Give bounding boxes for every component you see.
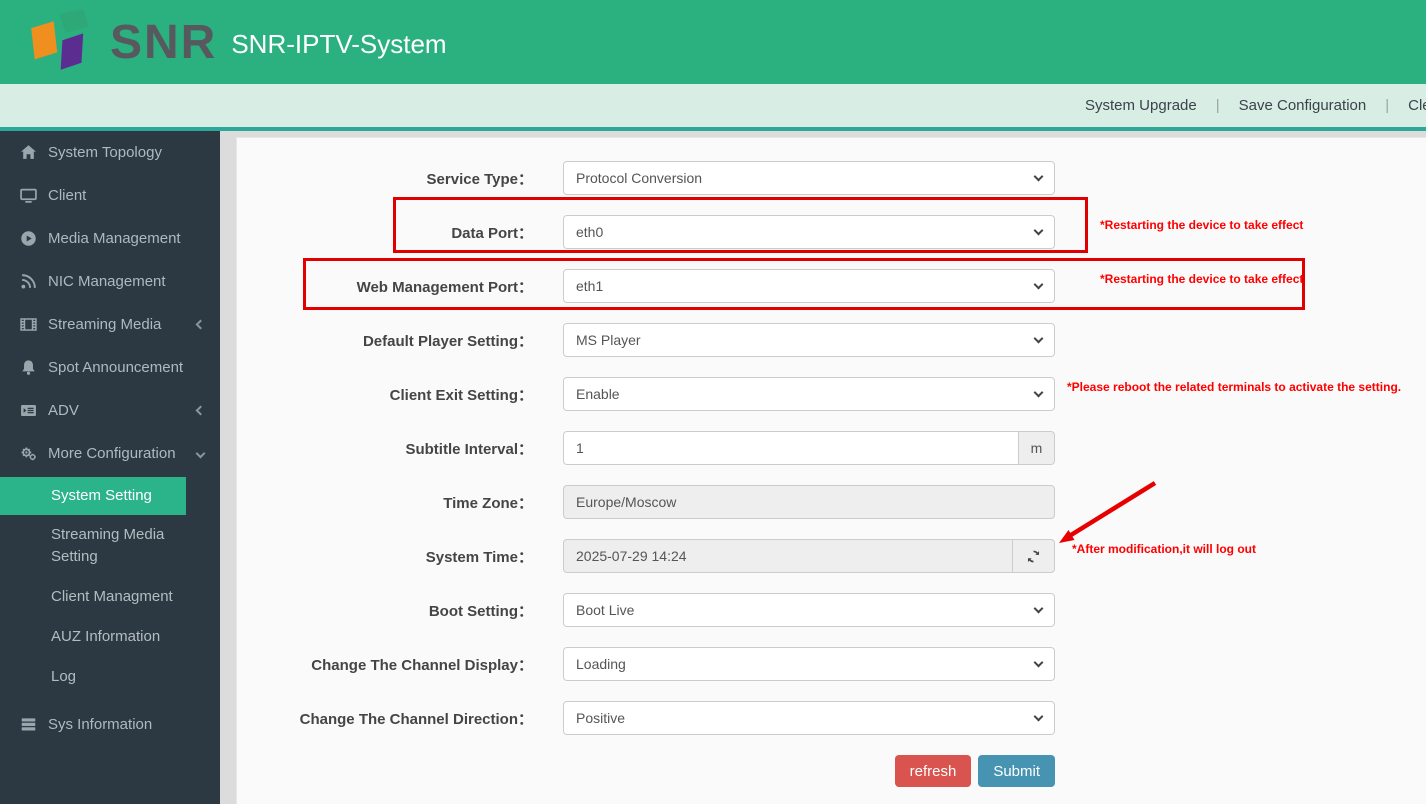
field-label: Service Type： (426, 170, 533, 188)
channel-direction-row: Change The Channel Direction： Positive (237, 701, 1426, 735)
system-upgrade-link[interactable]: System Upgrade (1085, 97, 1197, 114)
subtitle-interval-row: Subtitle Interval： m (237, 431, 1426, 465)
accent-divider (0, 127, 1426, 131)
app-header: SNR SNR-IPTV-System (0, 0, 1426, 84)
field-label: Default Player Setting： (362, 332, 533, 350)
sidebar-item-label: ADV (48, 402, 79, 419)
selected-value: Protocol Conversion (576, 170, 703, 186)
data-port-row: Data Port： eth0 (237, 215, 1426, 249)
sidebar-item-nic-management[interactable]: NIC Management (0, 260, 220, 303)
bell-icon (20, 359, 37, 376)
client-exit-setting-row: Client Exit Setting： Enable (237, 377, 1426, 411)
selected-value: MS Player (576, 332, 641, 348)
top-toolbar: System Upgrade | Save Configuration | Cl… (0, 84, 1426, 127)
field-label: Time Zone： (443, 494, 533, 512)
sidebar-subitem-log[interactable]: Log (51, 668, 77, 685)
sidebar-item-media-management[interactable]: Media Management (0, 217, 220, 260)
field-label: Client Exit Setting： (389, 386, 533, 404)
save-configuration-link[interactable]: Save Configuration (1238, 97, 1367, 114)
sidebar-item-label: More Configuration (48, 445, 176, 462)
channel-display-row: Change The Channel Display： Loading (237, 647, 1426, 681)
default-player-setting-row: Default Player Setting： MS Player (237, 323, 1426, 357)
sidebar-item-label: Spot Announcement (48, 359, 184, 376)
separator: | (1385, 97, 1390, 114)
service-type-select[interactable]: Protocol Conversion (563, 161, 1055, 195)
boot-setting-select[interactable]: Boot Live (563, 593, 1055, 627)
field-label: Subtitle Interval： (405, 440, 533, 458)
submit-button[interactable]: Submit (978, 755, 1055, 787)
selected-value: Positive (576, 710, 626, 726)
refresh-icon (1027, 550, 1040, 562)
page-title: SNR-IPTV-System (231, 28, 447, 59)
sidebar-item-sys-information[interactable]: Sys Information (0, 703, 220, 746)
time-zone-input (563, 485, 1055, 519)
chevron-left-icon (195, 319, 206, 330)
sidebar-item-system-topology[interactable]: System Topology (0, 131, 220, 174)
server-icon (20, 716, 37, 733)
toolbar-links: System Upgrade | Save Configuration | Cl… (1085, 84, 1426, 127)
field-label: Web Management Port： (356, 278, 533, 296)
client-exit-select[interactable]: Enable (563, 377, 1055, 411)
sidebar-item-label: NIC Management (48, 273, 166, 290)
list-box-icon (20, 402, 37, 419)
monitor-icon (20, 187, 37, 204)
refresh-button[interactable]: refresh (894, 755, 972, 787)
sidebar-item-spot-announcement[interactable]: Spot Announcement (0, 346, 220, 389)
channel-display-select[interactable]: Loading (563, 647, 1055, 681)
service-type-row: Service Type： Protocol Conversion (237, 161, 1426, 195)
web-management-port-select[interactable]: eth1 (563, 269, 1055, 303)
time-zone-row: Time Zone： (237, 485, 1426, 519)
selected-value: Loading (576, 656, 626, 672)
main-content: Service Type： Protocol Conversion Data P… (236, 137, 1426, 804)
refresh-time-button[interactable] (1013, 539, 1055, 573)
sidebar-item-client[interactable]: Client (0, 174, 220, 217)
play-circle-icon (20, 230, 37, 247)
system-time-input (563, 539, 1013, 573)
field-label: Change The Channel Direction： (299, 710, 533, 728)
brand-text: SNR (110, 15, 218, 69)
chevron-left-icon (195, 405, 206, 416)
more-configuration-submenu: System Setting Streaming Media Setting C… (0, 475, 220, 703)
sidebar-item-streaming-media[interactable]: Streaming Media (0, 303, 220, 346)
default-player-select[interactable]: MS Player (563, 323, 1055, 357)
selected-value: eth1 (576, 278, 604, 294)
film-icon (20, 316, 37, 333)
sidebar-item-adv[interactable]: ADV (0, 389, 220, 432)
sidebar-subitem-system-setting[interactable]: System Setting (0, 477, 186, 515)
form-actions: refresh Submit (237, 755, 1055, 787)
field-label: Change The Channel Display： (311, 656, 533, 674)
rss-icon (20, 273, 37, 290)
chevron-down-icon (195, 448, 206, 459)
boot-setting-row: Boot Setting： Boot Live (237, 593, 1426, 627)
sidebar-subitem-client-managment[interactable]: Client Managment (51, 588, 173, 605)
sidebar-item-label: Streaming Media (48, 316, 162, 333)
web-management-port-row: Web Management Port： eth1 (237, 269, 1426, 303)
gears-icon (20, 445, 37, 462)
snr-logo-icon (31, 9, 89, 70)
separator: | (1215, 97, 1220, 114)
sidebar-item-label: Media Management (48, 230, 181, 247)
sidebar-subitem-auz-information[interactable]: AUZ Information (51, 628, 161, 645)
home-icon (20, 144, 37, 161)
sidebar-item-label: Sys Information (48, 716, 153, 733)
sidebar-item-more-configuration[interactable]: More Configuration (0, 432, 220, 475)
channel-direction-select[interactable]: Positive (563, 701, 1055, 735)
selected-value: eth0 (576, 224, 604, 240)
clear-cache-link[interactable]: Clear Cache (1408, 97, 1426, 114)
unit-addon: m (1019, 431, 1055, 465)
system-setting-form: Service Type： Protocol Conversion Data P… (237, 138, 1426, 787)
system-time-row: System Time： (237, 539, 1426, 573)
sidebar-subitem-streaming-media-setting[interactable]: Streaming Media Setting (51, 526, 165, 565)
data-port-select[interactable]: eth0 (563, 215, 1055, 249)
sidebar-item-label: System Topology (48, 144, 162, 161)
selected-value: Enable (576, 386, 620, 402)
subtitle-interval-input[interactable] (563, 431, 1019, 465)
field-label: Data Port： (451, 224, 533, 242)
field-label: System Time： (425, 548, 533, 566)
selected-value: Boot Live (576, 602, 635, 618)
sidebar-item-label: Client (48, 187, 87, 204)
field-label: Boot Setting： (428, 602, 533, 620)
sidebar: System Topology Client Media Management … (0, 131, 220, 804)
